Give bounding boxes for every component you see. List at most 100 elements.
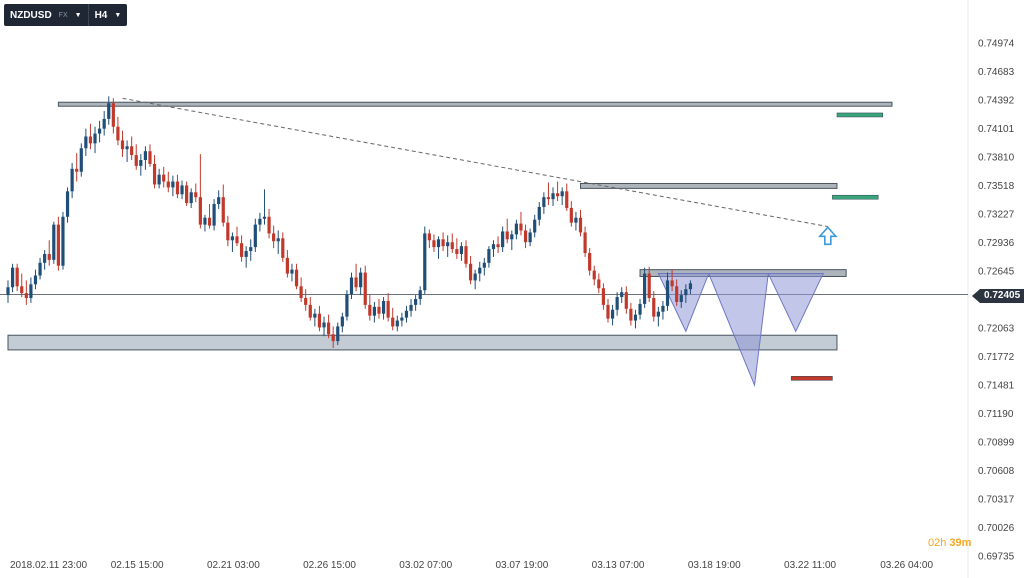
candle-body	[460, 246, 463, 254]
candle-body	[423, 233, 426, 290]
candle-body	[574, 218, 577, 223]
x-tick-label: 03.13 07:00	[592, 560, 645, 571]
candle-body	[400, 318, 403, 321]
candle-body	[419, 290, 422, 299]
candle-body	[336, 326, 339, 341]
candle-body	[588, 253, 591, 271]
candle-body	[432, 240, 435, 247]
pattern-triangle	[709, 274, 769, 386]
candle-body	[71, 169, 74, 192]
candle-body	[286, 258, 289, 274]
candle-body	[194, 192, 197, 197]
current-price-tag: 0.72405	[972, 289, 1024, 303]
candle-body	[258, 219, 261, 225]
candle-body	[199, 197, 202, 224]
candle-body	[652, 298, 655, 317]
candle-body	[57, 225, 60, 266]
candle-body	[382, 301, 385, 314]
candle-body	[11, 268, 14, 288]
y-tick-label: 0.70026	[978, 523, 1015, 534]
candle-body	[547, 197, 550, 199]
candle-body	[524, 230, 527, 242]
candle-body	[84, 136, 87, 148]
candle-body	[437, 239, 440, 247]
y-tick-label: 0.74392	[978, 96, 1015, 107]
y-tick-label: 0.73227	[978, 210, 1015, 221]
candle-body	[638, 304, 641, 315]
candle-body	[93, 134, 96, 144]
candle-body	[290, 270, 293, 274]
candle-body	[80, 148, 83, 171]
candle-body	[254, 225, 257, 248]
candle-body	[38, 263, 41, 276]
candle-body	[139, 160, 142, 166]
candle-body	[171, 182, 174, 188]
candle-body	[25, 293, 28, 298]
candle-body	[451, 242, 454, 249]
chart-toolbar: NZDUSD FX ▼ H4 ▼	[4, 4, 127, 26]
candle-body	[519, 224, 522, 231]
candle-body	[66, 191, 69, 216]
candle-body	[48, 254, 51, 260]
candle-body	[341, 317, 344, 327]
market-label: FX	[59, 12, 68, 19]
candle-body	[125, 146, 128, 149]
candle-body	[579, 218, 582, 233]
pattern-triangle	[768, 274, 823, 332]
candle-body	[309, 305, 312, 318]
candle-body	[510, 234, 513, 239]
x-tick-label: 2018.02.11 23:00	[10, 560, 88, 571]
candle-body	[107, 103, 110, 119]
candle-body	[213, 204, 216, 226]
candle-body	[593, 271, 596, 280]
candle-body	[313, 314, 316, 318]
candle-body	[391, 318, 394, 327]
candle-body	[20, 286, 23, 293]
candle-body	[226, 223, 229, 241]
candle-body	[245, 251, 248, 257]
candle-body	[153, 164, 156, 185]
candle-body	[442, 239, 445, 246]
candle-body	[144, 151, 147, 160]
candle-body	[148, 151, 151, 164]
candle-body	[611, 310, 614, 319]
candle-body	[478, 268, 481, 274]
x-tick-label: 03.02 07:00	[399, 560, 452, 571]
candle-body	[377, 307, 380, 314]
candle-body	[533, 220, 536, 233]
timeframe-selector[interactable]: H4 ▼	[89, 4, 128, 26]
candle-body	[158, 175, 161, 185]
candle-body	[277, 238, 280, 241]
candle-body	[103, 119, 106, 129]
trendline	[123, 98, 828, 226]
symbol-selector[interactable]: NZDUSD FX ▼	[4, 4, 89, 26]
candle-body	[332, 334, 335, 341]
y-tick-label: 0.71481	[978, 381, 1015, 392]
marker-take-profit-1	[837, 113, 883, 117]
candle-body	[570, 208, 573, 223]
chevron-down-icon: ▼	[114, 12, 121, 19]
candle-body	[176, 182, 179, 195]
candle-body	[180, 185, 183, 194]
candle-body	[345, 294, 348, 317]
y-tick-label: 0.74683	[978, 67, 1015, 78]
candle-timer: 02h 39m	[928, 537, 971, 549]
candle-body	[657, 312, 660, 317]
y-tick-label: 0.72936	[978, 238, 1015, 249]
y-tick-label: 0.71190	[978, 409, 1014, 420]
candle-body	[446, 242, 449, 246]
candle-body	[185, 185, 188, 203]
candle-body	[643, 274, 646, 304]
candle-body	[455, 249, 458, 254]
candle-body	[272, 233, 275, 241]
candle-body	[666, 280, 669, 305]
y-tick-label: 0.74101	[978, 124, 1015, 135]
candle-body	[551, 193, 554, 199]
candle-body	[625, 292, 628, 309]
timeframe-label: H4	[95, 10, 108, 21]
candle-body	[634, 315, 637, 321]
candle-body	[281, 238, 284, 258]
candle-body	[354, 277, 357, 287]
x-tick-label: 02.15 15:00	[111, 560, 164, 571]
